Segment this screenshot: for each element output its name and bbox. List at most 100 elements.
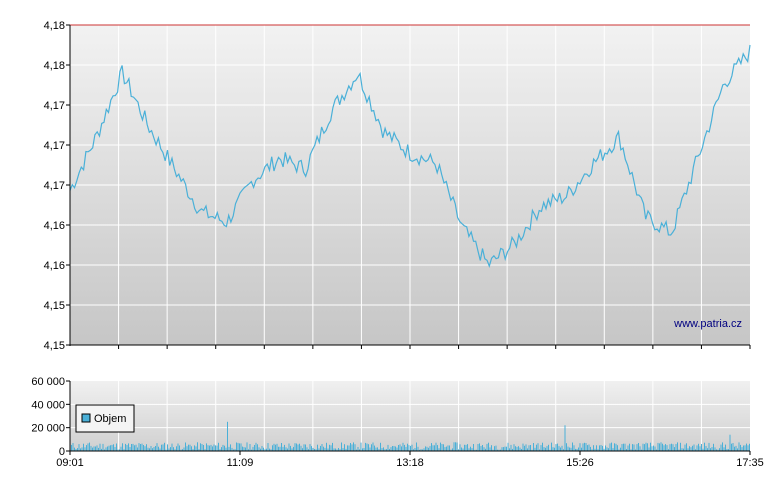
volume-bar <box>546 446 548 451</box>
volume-bar <box>105 447 107 451</box>
volume-bar <box>477 444 479 451</box>
volume-bar <box>336 449 338 451</box>
volume-bar <box>447 445 449 451</box>
volume-bar <box>330 445 332 451</box>
volume-bar <box>600 445 602 451</box>
volume-bar <box>669 444 671 451</box>
volume-bar <box>147 447 149 451</box>
volume-bar <box>302 448 303 451</box>
volume-bar <box>342 448 344 451</box>
volume-bar <box>747 445 749 451</box>
volume-bar <box>486 443 488 451</box>
volume-bar <box>617 445 618 451</box>
volume-legend: Objem <box>75 404 135 433</box>
volume-bar <box>170 447 171 451</box>
volume-bar <box>704 442 705 451</box>
volume-bar <box>95 446 96 451</box>
volume-bar <box>75 449 77 451</box>
volume-bar <box>123 449 125 451</box>
volume-bar <box>590 446 591 451</box>
volume-bar <box>642 443 644 451</box>
volume-bar <box>494 446 495 451</box>
volume-bar <box>527 448 528 451</box>
volume-bar <box>560 447 561 451</box>
volume-bar <box>516 446 518 451</box>
volume-bar <box>558 446 560 451</box>
volume-bar <box>171 443 173 451</box>
volume-bar <box>681 448 683 451</box>
volume-bar <box>374 445 375 451</box>
volume-bar <box>500 449 501 451</box>
volume-bar <box>218 442 219 451</box>
volume-bar <box>219 449 221 451</box>
volume-bar <box>333 448 335 451</box>
volume-y-tick-label: 40 000 <box>31 399 65 411</box>
volume-bar <box>78 444 80 451</box>
volume-bar <box>578 447 579 451</box>
volume-bar <box>383 447 384 451</box>
volume-bar <box>632 444 633 451</box>
volume-bar <box>264 449 266 451</box>
volume-bar <box>711 447 713 451</box>
volume-bar <box>444 447 446 451</box>
volume-bar <box>569 447 570 451</box>
volume-bar <box>714 447 716 451</box>
volume-bar <box>182 449 183 451</box>
volume-bar <box>120 446 122 451</box>
volume-bar <box>675 444 677 451</box>
volume-bar <box>222 444 224 451</box>
volume-bar <box>624 443 626 451</box>
volume-bar <box>317 444 318 451</box>
volume-bar <box>582 443 584 451</box>
volume-bar <box>635 449 636 451</box>
volume-bar <box>725 444 726 451</box>
volume-bar <box>720 444 722 451</box>
volume-y-axis: 60 000 40 000 20 000 0 <box>31 376 70 458</box>
volume-bar <box>599 445 600 451</box>
volume-bar <box>71 444 72 451</box>
volume-bar <box>449 445 450 451</box>
volume-bar <box>684 444 686 451</box>
volume-bar <box>446 446 447 451</box>
volume-bar <box>144 446 146 451</box>
volume-bar <box>99 443 101 451</box>
volume-bar <box>332 442 333 451</box>
volume-bar <box>674 447 675 451</box>
volume-bar <box>503 447 504 451</box>
volume-bar <box>653 445 654 451</box>
volume-bar <box>507 442 509 451</box>
volume-bar <box>108 445 110 451</box>
price-y-tick-label: 4,18 <box>44 60 65 72</box>
volume-bar <box>417 446 419 451</box>
volume-bar <box>492 449 494 451</box>
volume-x-tick-label: 17:35 <box>736 457 764 469</box>
volume-bar <box>378 449 380 451</box>
volume-bar <box>407 443 408 451</box>
volume-bar <box>207 445 209 451</box>
volume-bar <box>623 443 624 451</box>
volume-bar <box>438 448 440 451</box>
volume-bar <box>662 443 663 451</box>
volume-bar <box>107 446 108 451</box>
volume-bar <box>260 448 261 451</box>
volume-bar <box>387 444 389 451</box>
volume-bar <box>555 444 557 451</box>
volume-bar <box>221 447 222 451</box>
volume-bar <box>648 447 650 451</box>
volume-bar <box>179 445 180 451</box>
volume-bar <box>149 448 150 451</box>
volume-bar <box>744 445 746 451</box>
volume-bar <box>329 444 330 451</box>
volume-bar <box>456 442 458 451</box>
volume-bar <box>585 443 587 451</box>
volume-bar <box>318 448 320 451</box>
volume-bar <box>432 445 434 451</box>
volume-bar <box>266 448 267 451</box>
volume-bar <box>473 444 474 451</box>
volume-bar <box>402 442 404 451</box>
volume-bar <box>174 449 176 451</box>
volume-bar <box>297 444 299 451</box>
volume-bar <box>480 446 482 451</box>
volume-bar <box>554 447 555 451</box>
volume-bar <box>497 449 498 451</box>
